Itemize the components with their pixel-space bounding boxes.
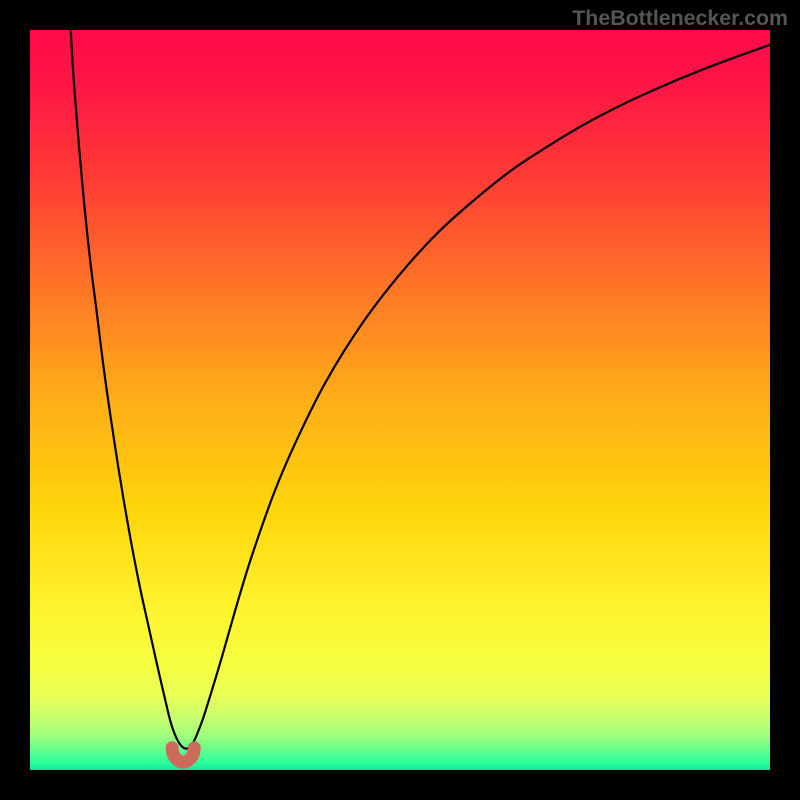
chart-stage: TheBottlenecker.com (0, 0, 800, 800)
watermark-text: TheBottlenecker.com (572, 6, 788, 31)
bottleneck-chart (0, 0, 800, 800)
gradient-background (30, 30, 770, 770)
